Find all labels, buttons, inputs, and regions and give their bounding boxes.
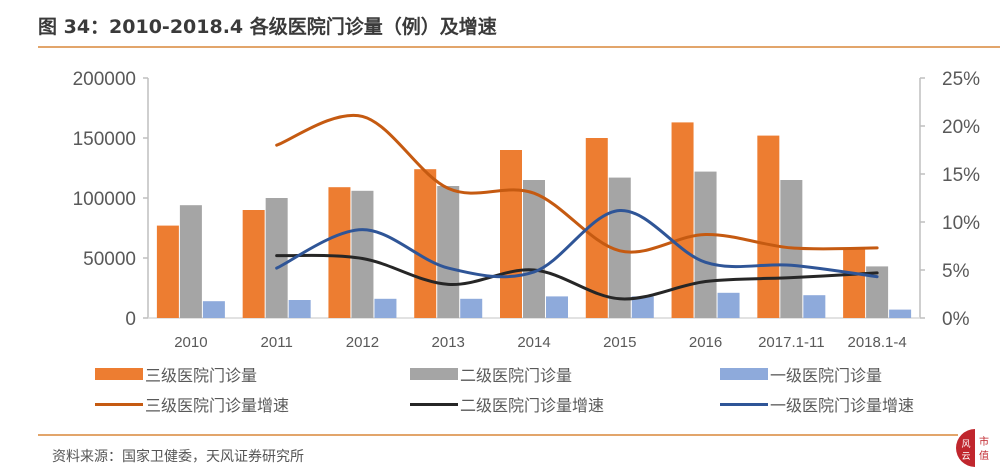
legend-bar-swatch-icon [95,368,143,380]
left-axis-tick-label: 200000 [73,69,136,90]
bar-tier1 [717,292,740,318]
chart-title: 图 34：2010-2018.4 各级医院门诊量（例）及增速 [38,16,497,38]
bar-tier1 [546,296,568,318]
x-axis-category-label: 2011 [261,334,293,351]
legend-item: 一级医院门诊量 [720,362,882,386]
bar-tier2 [694,171,717,318]
right-axis-tick-label: 25% [942,69,980,90]
x-axis-category-label: 2015 [603,334,636,351]
line-tier3-growth [275,113,879,254]
source-note: 资料来源：国家卫健委，天风证券研究所 [52,449,304,465]
x-axis-category-label: 2018.1-4 [848,334,907,351]
legend-label: 三级医院门诊量增速 [145,396,290,415]
x-axis-category-label: 2014 [517,334,550,351]
bar-tier2 [437,186,460,318]
footer-divider [38,434,958,436]
bar-tier1 [374,298,397,318]
right-axis-tick-label: 0% [942,309,970,330]
bar-tier3 [156,225,179,318]
right-axis-tick-label: 10% [942,213,980,234]
left-axis-tick-label: 50000 [83,249,136,270]
left-axis-tick-label: 0 [125,309,136,330]
svg-text:值: 值 [979,449,989,462]
legend-item: 一级医院门诊量增速 [720,392,914,416]
legend-label: 一级医院门诊量 [770,366,883,385]
watermark-stamp-icon: 风 云 市 值 [956,429,989,467]
legend-label: 三级医院门诊量 [145,366,258,385]
bar-tier2 [179,205,202,318]
bar-tier3 [500,150,522,318]
legend-line-swatch-icon [720,402,768,406]
bar-tier1 [803,295,826,318]
svg-text:风: 风 [961,439,970,450]
legend-label: 二级医院门诊量 [460,366,573,385]
bar-tier3 [242,210,265,318]
bar-tier3 [671,122,694,319]
bar-tier3 [328,187,351,318]
right-axis-tick-label: 15% [942,165,980,186]
line-tier1-growth [275,208,879,279]
combo-chart: 0 50000 100000 150000 200000 0% 5% 10% 15% 20% 25%… [73,69,981,351]
legend-item: 二级医院门诊量 [410,362,572,386]
bar-tier1 [288,300,311,318]
legend-item: 三级医院门诊量增速 [95,392,289,416]
line-tier2-growth [275,253,879,301]
title-divider [38,46,1000,48]
legend-bar-swatch-icon [720,368,768,380]
svg-text:云: 云 [961,452,970,462]
legend-item: 二级医院门诊量增速 [410,392,604,416]
x-axis-category-label: 2016 [689,334,722,351]
bar-tier2 [523,180,545,318]
legend-item: 三级医院门诊量 [95,362,257,386]
bar-tier2 [351,190,374,318]
x-axis-category-label: 2010 [174,334,207,351]
x-axis-category-label: 2013 [432,334,465,351]
legend-label: 一级医院门诊量增速 [770,396,915,415]
legend-bar-swatch-icon [410,368,458,380]
bar-tier2 [866,266,889,318]
right-axis-tick-label: 20% [942,117,980,138]
bar-tier3 [757,135,780,318]
legend-line-swatch-icon [95,402,143,406]
x-axis-category-label: 2017.1-11 [758,334,824,351]
bar-tier1 [631,296,654,318]
x-axis-category-label: 2012 [346,334,379,351]
bar-tier3 [843,248,866,318]
legend-line-swatch-icon [410,402,458,406]
bar-tier2 [265,198,288,318]
legend-label: 二级医院门诊量增速 [460,396,605,415]
bar-tier1 [202,301,225,318]
bar-tier3 [414,169,437,318]
left-axis-tick-label: 100000 [73,189,136,210]
left-axis-tick-label: 150000 [73,129,136,150]
svg-text:市: 市 [979,435,989,448]
bar-tier1 [460,298,483,318]
bar-tier1 [889,309,912,318]
bar-tier3 [585,138,608,318]
right-axis-tick-label: 5% [942,261,970,282]
